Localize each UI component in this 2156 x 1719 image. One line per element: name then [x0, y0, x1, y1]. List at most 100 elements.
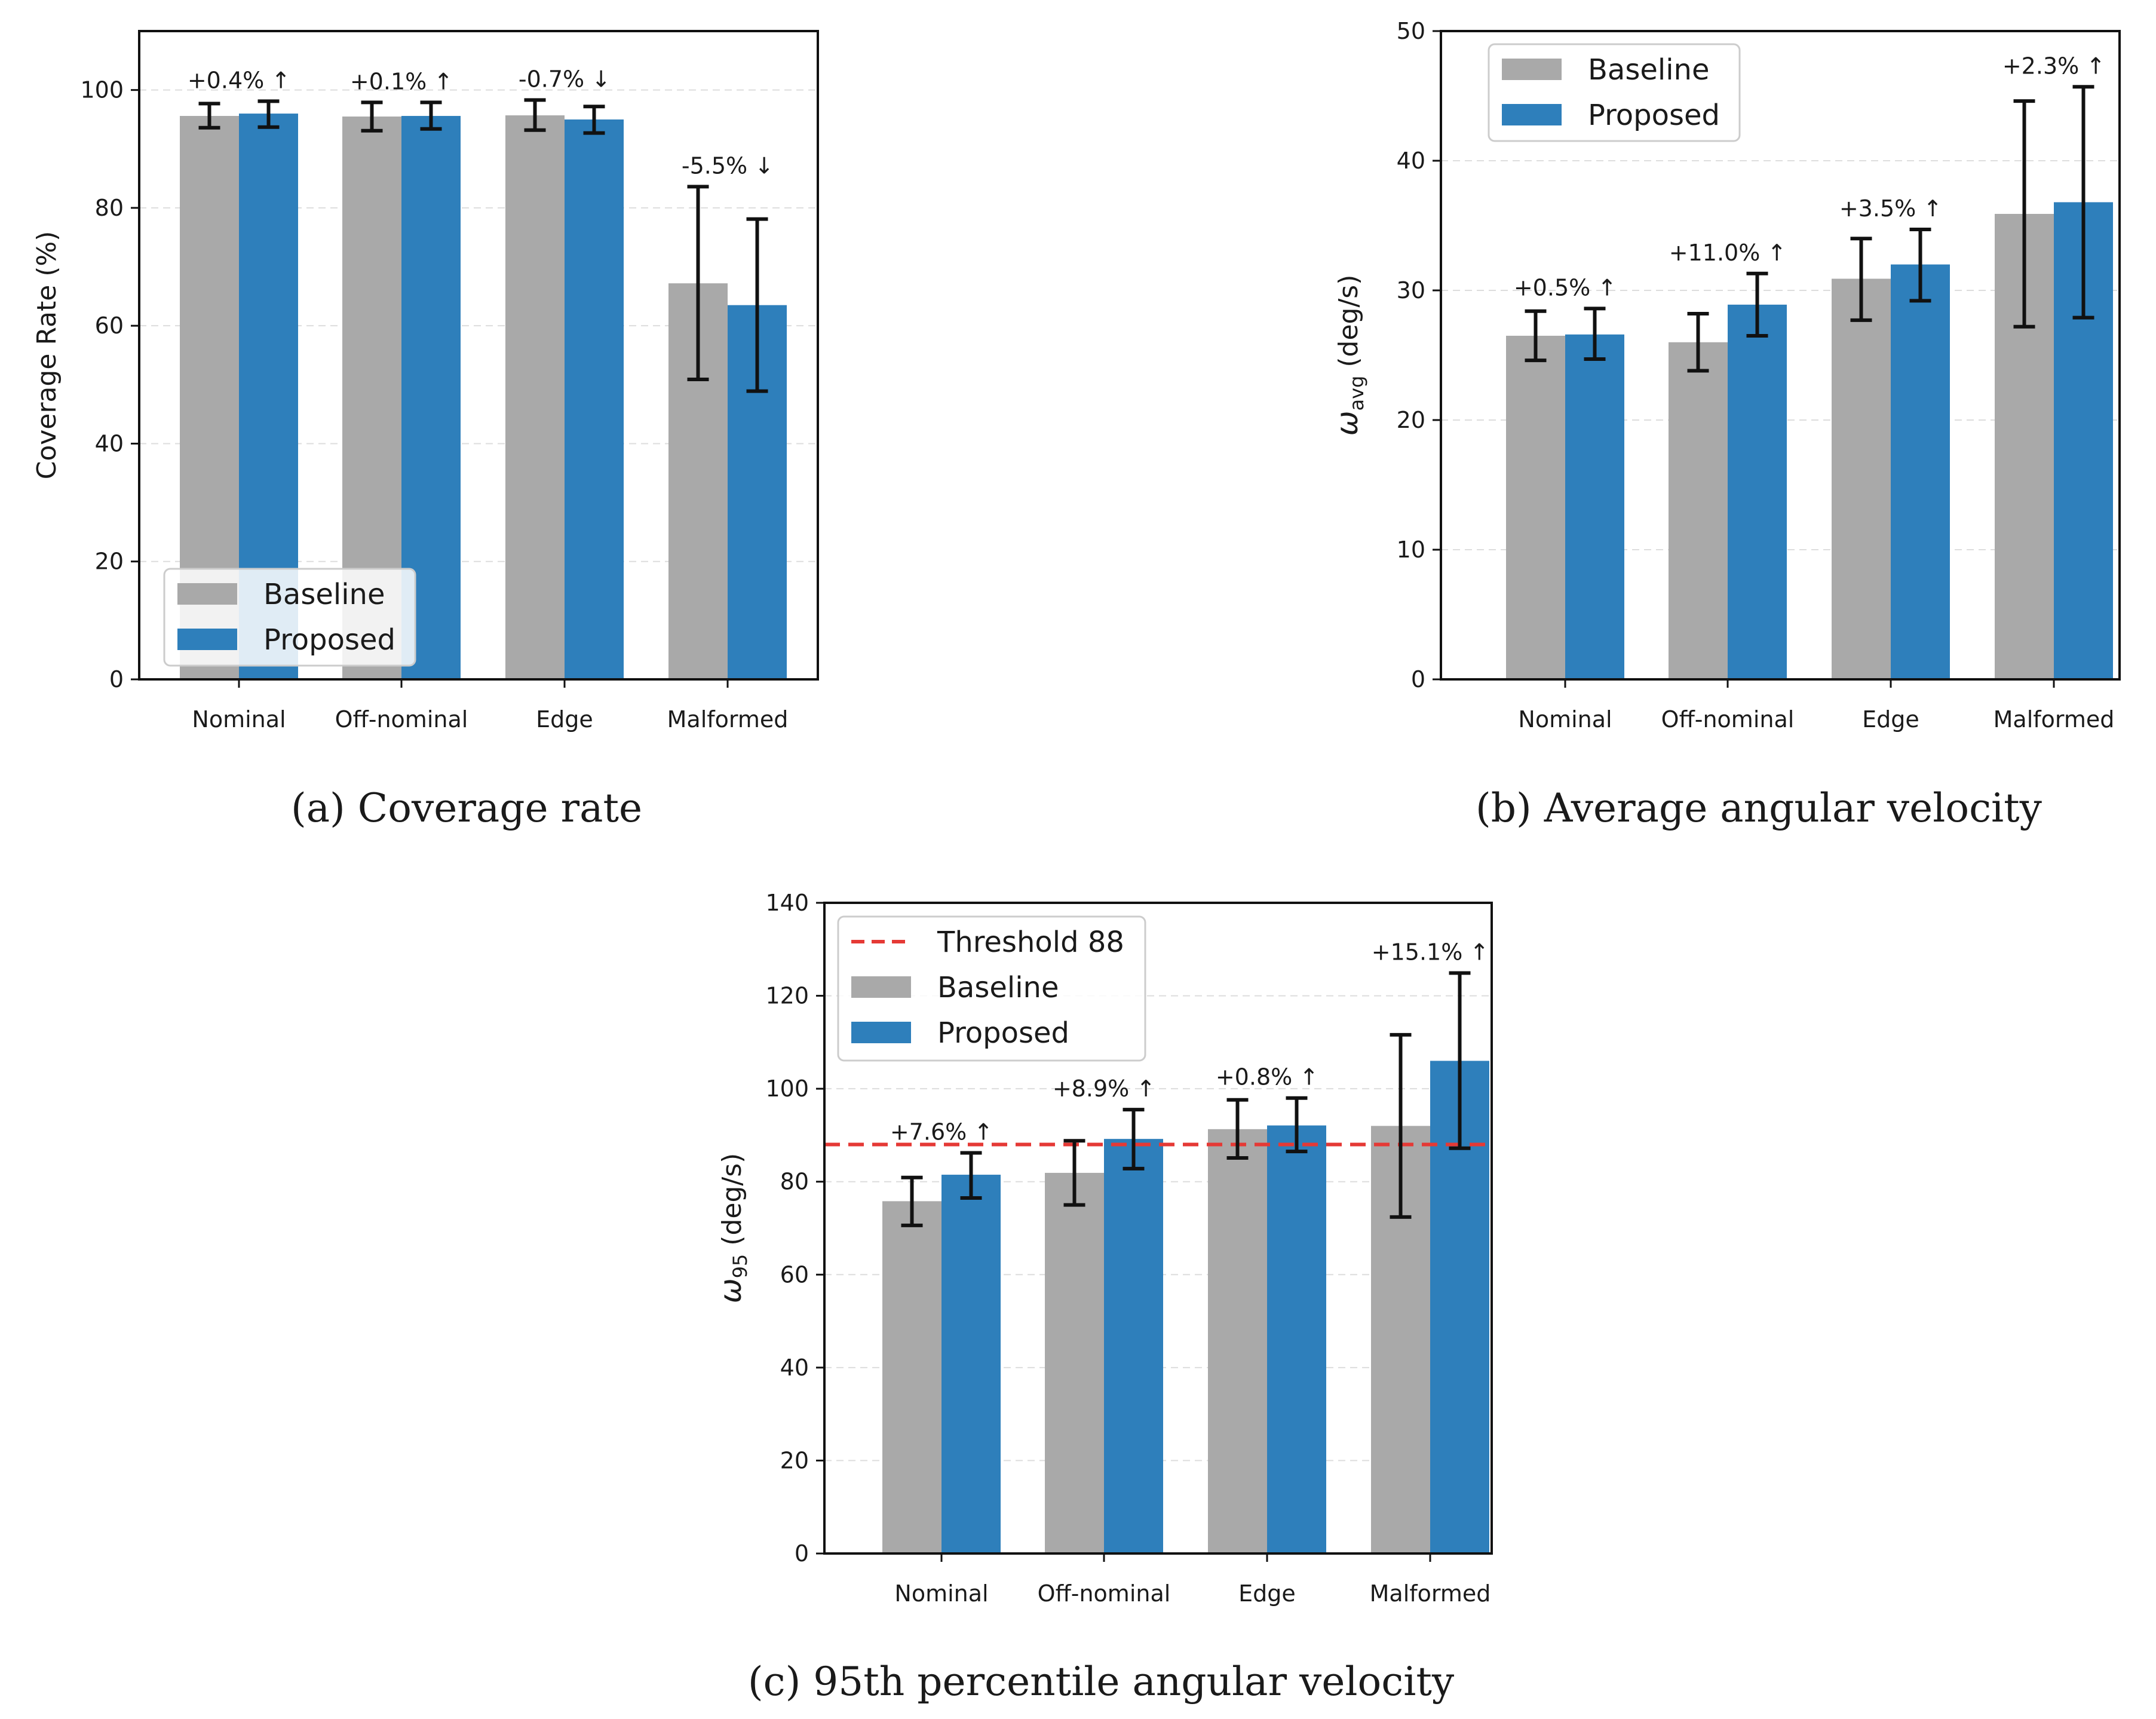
x-tick-label: Malformed: [1994, 706, 2115, 733]
y-axis-symbol: ω: [1330, 410, 1364, 436]
x-tick-label: Nominal: [192, 706, 286, 733]
x-tick-label: Nominal: [894, 1580, 988, 1607]
y-tick-label: 30: [1397, 277, 1425, 304]
change-annotation: +11.0% ↑: [1669, 240, 1786, 266]
y-axis-label: Coverage Rate (%): [32, 231, 62, 480]
y-tick-label: 120: [765, 983, 809, 1009]
legend-label: Baseline: [937, 971, 1059, 1004]
legend: Threshold 88 Baseline Proposed: [837, 915, 1146, 1062]
change-annotation: +15.1% ↑: [1372, 939, 1489, 965]
error-bar: [420, 100, 442, 131]
legend-label: Baseline: [263, 578, 385, 611]
baseline-bar-edge: [1832, 278, 1891, 680]
y-tick-label: 40: [1397, 148, 1425, 174]
change-annotation: -0.7% ↓: [519, 66, 611, 92]
plot-frame: [823, 902, 1493, 1555]
panel-average-angular-velocity: +0.5% ↑ +11.0% ↑ +3.5% ↑ +2.3% ↑ 0 10 20 30 40 50…: [1330, 18, 2121, 831]
change-annotation: +3.5% ↑: [1839, 195, 1942, 222]
y-tick-label: 20: [1397, 407, 1425, 433]
y-tick-label: 100: [765, 1075, 809, 1102]
error-bar: [687, 185, 709, 381]
legend-baseline-swatch: [851, 976, 911, 998]
legend: Baseline Proposed: [163, 568, 416, 667]
change-annotation: -5.5% ↓: [682, 152, 774, 179]
x-tick-label: Off-nominal: [1038, 1580, 1171, 1607]
y-tick-label: 40: [780, 1355, 809, 1381]
change-annotation: +0.1% ↑: [350, 68, 453, 94]
y-tick-label: 40: [95, 430, 124, 456]
x-tick-label: Off-nominal: [335, 706, 468, 733]
y-axis-label: ω95 (deg/s): [713, 1153, 752, 1304]
y-tick-label: 50: [1397, 18, 1425, 44]
x-tick-label: Nominal: [1518, 706, 1612, 733]
x-tick-label: Edge: [1862, 706, 1919, 733]
proposed-bar-edge: [1267, 1125, 1326, 1553]
error-bar: [361, 100, 383, 133]
proposed-bar-edge: [1891, 264, 1950, 680]
y-tick-label: 20: [95, 549, 124, 575]
legend-box: [837, 915, 1146, 1062]
legend-label: Baseline: [1588, 53, 1710, 87]
y-tick-label: 100: [80, 77, 124, 103]
y-tick-label: 0: [109, 666, 124, 692]
error-bar: [1286, 1096, 1308, 1154]
error-bar: [1687, 312, 1709, 373]
error-bar: [198, 102, 220, 130]
error-bar: [1746, 271, 1768, 338]
change-annotation: +0.4% ↑: [188, 67, 290, 93]
legend-label: Proposed: [263, 623, 395, 657]
change-annotation: +7.6% ↑: [890, 1119, 993, 1145]
y-tick-label: 60: [95, 312, 124, 339]
y-axis-subscript: avg: [1345, 376, 1368, 411]
legend-proposed-swatch: [851, 1022, 911, 1043]
y-tick-label: 20: [780, 1447, 809, 1473]
baseline-bar-off-nominal: [1045, 1172, 1104, 1553]
y-tick-label: 0: [795, 1540, 809, 1567]
x-tick-label: Edge: [536, 706, 593, 733]
panel-coverage-rate: +0.4% ↑ +0.1% ↑ -0.7% ↓ -5.5% ↓ 0 20 40 60 80 100…: [32, 30, 819, 831]
error-bar: [1123, 1108, 1145, 1170]
x-tick-label: Malformed: [667, 706, 789, 733]
error-bar: [1449, 971, 1471, 1150]
error-bar: [524, 98, 546, 132]
error-bar: [1909, 228, 1931, 303]
y-tick-label: 60: [780, 1261, 809, 1288]
proposed-bar-off-nominal: [1104, 1139, 1163, 1553]
y-axis-unit: (deg/s): [1333, 275, 1364, 376]
error-bar: [1063, 1139, 1085, 1207]
error-bar: [960, 1151, 982, 1200]
plot-frame: [138, 30, 819, 681]
proposed-bar-edge: [565, 119, 624, 680]
legend: Baseline Proposed: [1488, 43, 1741, 142]
proposed-bar-off-nominal: [1728, 304, 1787, 679]
plot-frame: [1440, 30, 2121, 681]
y-tick-label: 0: [1411, 666, 1425, 692]
panel-caption: (c) 95th percentile angular velocity: [748, 1659, 1455, 1705]
baseline-bar-edge: [505, 115, 565, 680]
error-bar: [1525, 309, 1547, 363]
panel-caption: (b) Average angular velocity: [1476, 785, 2042, 831]
baseline-bar-off-nominal: [1669, 342, 1728, 679]
error-bar: [1390, 1032, 1412, 1219]
y-tick-label: 80: [780, 1169, 809, 1195]
proposed-bar-nominal: [941, 1175, 1001, 1553]
error-bar: [583, 105, 605, 135]
error-bar: [2072, 85, 2094, 320]
error-bar: [746, 217, 768, 393]
legend-label: Threshold 88: [937, 926, 1124, 959]
change-annotation: +8.9% ↑: [1053, 1075, 1155, 1102]
y-tick-label: 10: [1397, 537, 1425, 563]
legend-label: Proposed: [937, 1016, 1069, 1050]
panel-caption: (a) Coverage rate: [291, 785, 642, 831]
error-bar: [257, 99, 280, 129]
change-annotation: +0.5% ↑: [1514, 274, 1617, 301]
y-tick-label: 140: [765, 890, 809, 916]
baseline-bar-nominal: [882, 1201, 941, 1553]
y-axis-subscript: 95: [729, 1254, 752, 1279]
error-bar: [1850, 237, 1872, 322]
error-bar: [1226, 1098, 1249, 1160]
legend-proposed-swatch: [1502, 104, 1562, 125]
baseline-bar-nominal: [1506, 335, 1565, 679]
x-tick-label: Edge: [1238, 1580, 1296, 1607]
